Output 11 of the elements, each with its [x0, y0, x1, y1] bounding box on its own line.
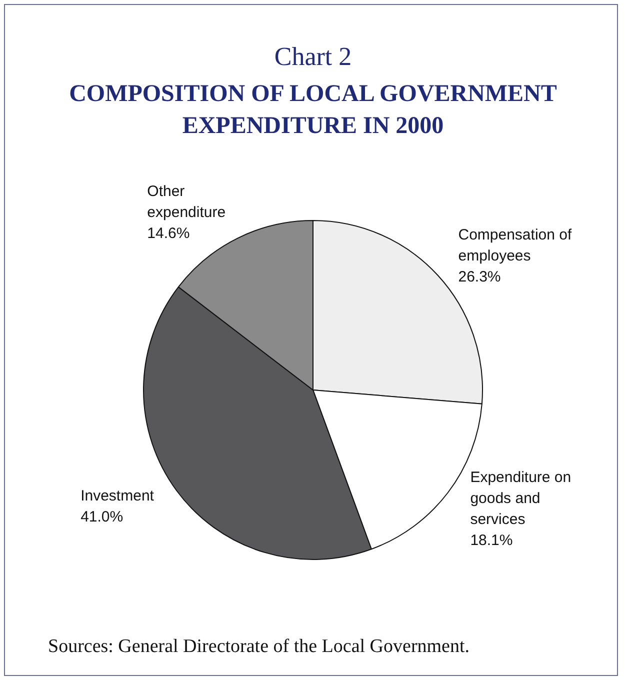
source-note: Sources: General Directorate of the Local Government. [48, 636, 470, 658]
slice-label: Compensation of employees [458, 226, 572, 264]
data-label: 41.0% [80, 508, 124, 526]
data-label: 18.1% [470, 532, 513, 550]
data-label: 14.6% [147, 225, 190, 242]
chart-title: Chart 2 [273, 42, 353, 72]
slice-label: Investment [80, 488, 155, 505]
data-label: 26.3% [458, 268, 501, 286]
chart-subtitle: COMPOSITION OF LOCAL GOVERNMENT EXPENDITURE IN 2000 [68, 80, 558, 141]
slice-label: Other expenditure [147, 183, 226, 222]
slice-label: Expenditure on goods and services [470, 469, 572, 528]
